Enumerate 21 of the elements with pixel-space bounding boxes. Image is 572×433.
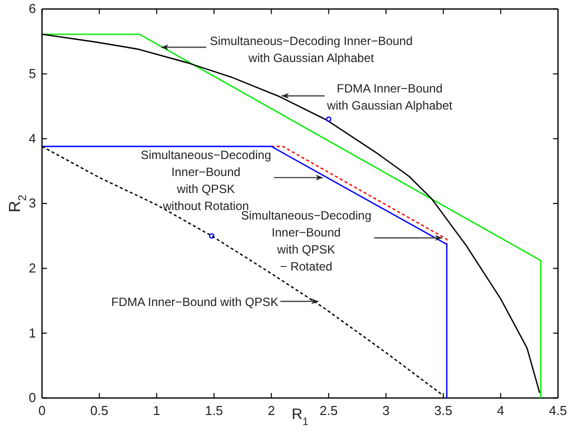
x-tick-label: 1 [153,403,160,418]
y-tick-label: 4 [28,130,36,146]
x-tick-label: 0.5 [90,403,108,418]
y-tick-label: 0 [28,390,36,406]
x-tick-label: 0 [38,403,46,418]
annotation: Simultaneous−Decoding Inner−Bound with Gaussian Alphabet [210,34,413,65]
x-axis-title: R$_{1}$ [292,406,308,428]
x-tick-label: 1.5 [204,403,224,418]
annotation: FDMA Inner−Bound with QPSK [111,294,278,309]
x-tick-label: 3 [382,403,390,418]
y-tick-label: 2 [28,260,36,276]
y-tick-label: 3 [28,196,36,211]
x-tick-label: 4 [497,403,504,418]
x-tick-label: 2.5 [320,403,338,418]
x-tick-label: 4.5 [548,403,568,418]
annotation: FDMA Inner−Bound with Gaussian Alphabet [326,81,454,112]
y-tick-label: 5 [28,66,36,81]
x-tick-label: 3.5 [434,403,452,418]
y-tick-label: 1 [28,325,36,340]
y-tick-label: 6 [28,1,36,16]
x-tick-label: 2 [268,403,275,418]
